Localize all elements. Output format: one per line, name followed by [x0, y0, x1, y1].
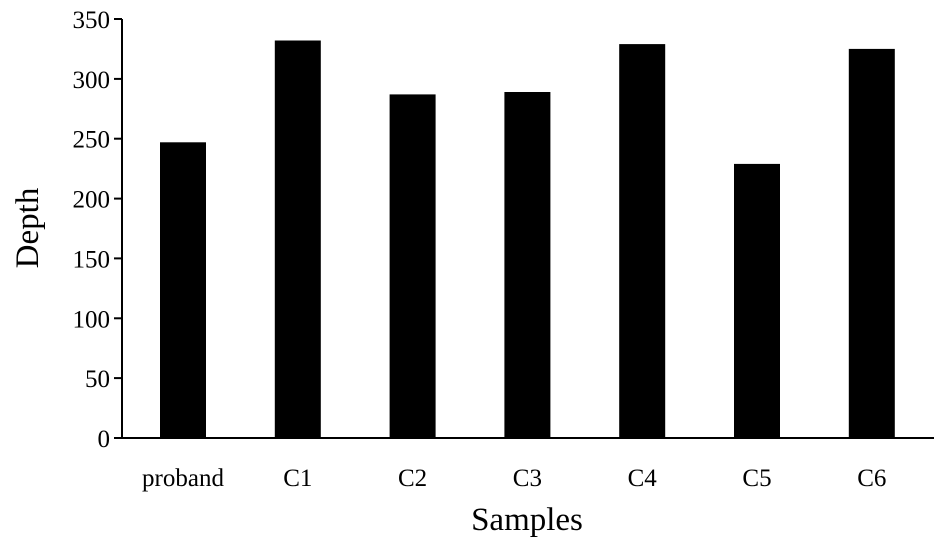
x-axis-title: Samples [471, 502, 583, 538]
y-tick-group: 0 50 100 150 200 250 300 350 [73, 7, 122, 453]
y-tick-label: 350 [73, 7, 111, 34]
y-axis-title: Depth [10, 187, 46, 268]
bar-c4 [619, 44, 666, 438]
y-tick-label: 200 [73, 187, 111, 214]
bar-c6 [848, 48, 895, 439]
x-tick-label: C3 [513, 465, 542, 492]
bar-c5 [734, 163, 780, 438]
x-tick-label: C2 [398, 465, 427, 492]
bar-c2 [389, 94, 436, 439]
bar-c1 [274, 40, 321, 438]
bar-c3 [504, 92, 551, 438]
x-tick-label: C1 [283, 465, 312, 492]
y-tick-label: 0 [98, 426, 111, 453]
y-tick-label: 250 [73, 127, 111, 154]
bars-group [160, 40, 895, 439]
x-tick-label: C5 [742, 465, 771, 492]
x-tick-group: proband C1 C2 C3 C4 C5 C6 [142, 465, 886, 492]
x-tick-label: C4 [628, 465, 658, 492]
y-tick-label: 150 [73, 246, 111, 273]
y-tick-label: 50 [85, 366, 110, 393]
x-tick-label: proband [142, 465, 224, 492]
y-tick-label: 100 [73, 306, 111, 333]
y-tick-label: 300 [73, 67, 111, 94]
bar-proband [160, 142, 206, 439]
x-tick-label: C6 [857, 465, 886, 492]
